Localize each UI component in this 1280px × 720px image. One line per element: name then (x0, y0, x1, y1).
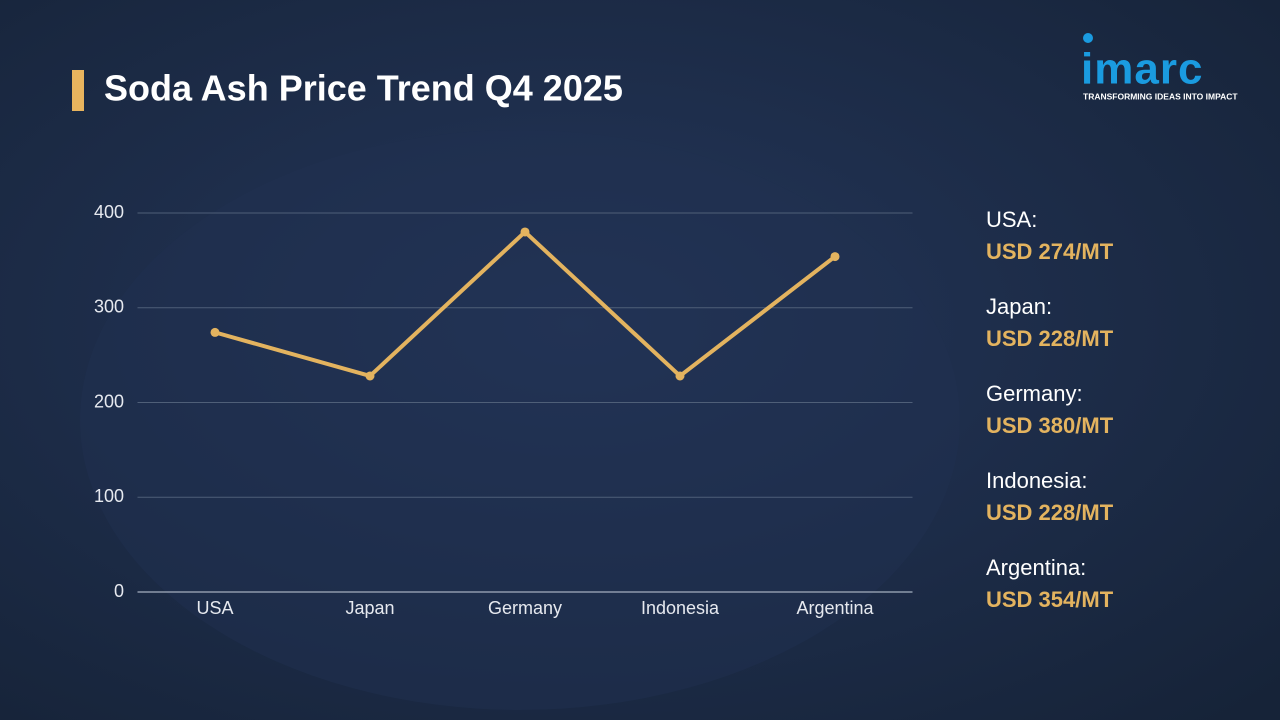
chart-title: Soda Ash Price Trend Q4 2025 (104, 68, 623, 109)
y-tick-label: 0 (114, 581, 124, 601)
price-value: USD 228/MT (986, 500, 1114, 525)
x-tick-label: Germany (488, 598, 562, 618)
x-tick-label: Argentina (796, 598, 874, 618)
price-label: Japan: (986, 294, 1052, 319)
price-value: USD 228/MT (986, 326, 1114, 351)
point (520, 227, 530, 237)
logo-name: imarc (1081, 45, 1203, 94)
price-value: USD 274/MT (986, 239, 1114, 264)
price-value: USD 354/MT (986, 587, 1114, 612)
x-tick-label: Japan (345, 598, 394, 618)
logo-dot (1083, 33, 1093, 43)
price-label: Germany: (986, 381, 1083, 406)
x-tick-label: USA (196, 598, 233, 618)
price-label: USA: (986, 207, 1037, 232)
price-value: USD 380/MT (986, 413, 1114, 438)
background-texture (80, 130, 960, 710)
logo-tagline: TRANSFORMING IDEAS INTO IMPACT (1083, 91, 1238, 101)
point (675, 371, 685, 381)
title-accent (72, 70, 84, 111)
y-tick-label: 200 (94, 391, 124, 411)
y-tick-label: 400 (94, 202, 124, 222)
y-tick-label: 300 (94, 297, 124, 317)
price-label: Indonesia: (986, 468, 1088, 493)
x-tick-label: Indonesia (641, 598, 720, 618)
price-label: Argentina: (986, 555, 1086, 580)
point (830, 252, 840, 262)
y-tick-label: 100 (94, 486, 124, 506)
point (210, 327, 220, 337)
point (365, 371, 375, 381)
